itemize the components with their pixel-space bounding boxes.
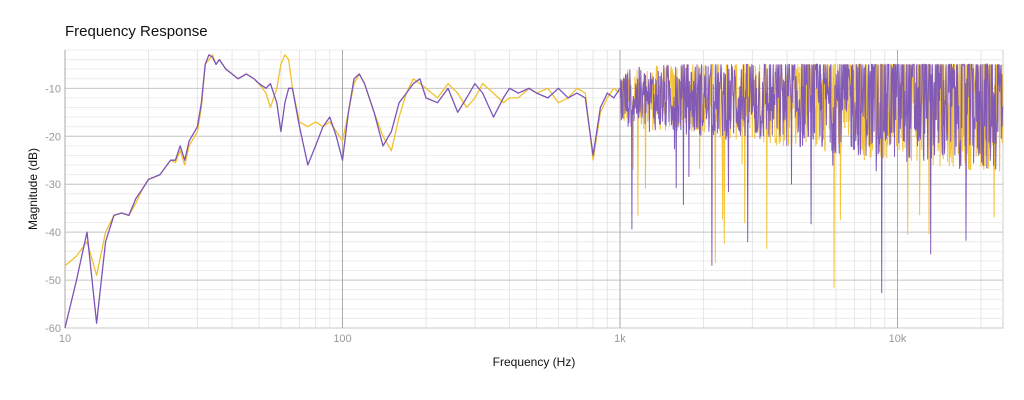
y-tick-label: -60 [45,323,61,335]
series-line-2 [64,54,621,329]
y-tick-label: -30 [45,179,61,191]
y-tick-label: -10 [45,83,61,95]
series-hf-line-2 [619,62,1004,294]
x-axis-label: Frequency (Hz) [492,355,576,369]
y-tick-label: -50 [45,275,61,287]
y-tick-label: -20 [45,131,61,143]
chart-title: Frequency Response [65,23,208,40]
x-tick-label: 1k [614,333,626,345]
x-tick-label: 10 [59,333,71,345]
x-tick-label: 10k [889,333,907,345]
x-tick-label: 100 [333,333,351,345]
y-tick-label: -40 [45,227,61,239]
